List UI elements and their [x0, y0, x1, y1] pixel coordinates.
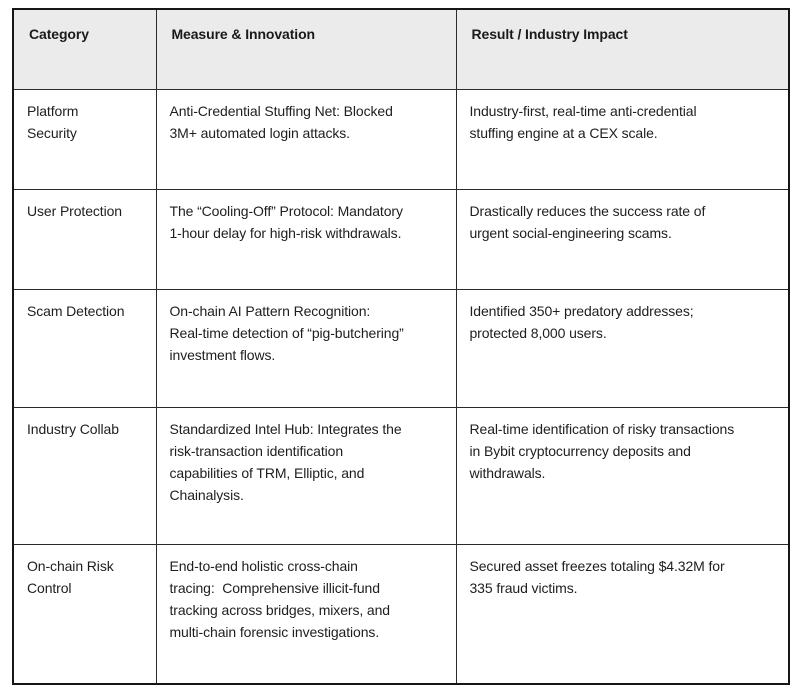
table-row: On-chain Risk Control End-to-end holisti…: [12, 543, 790, 685]
result-cell: Industry-first, real-time anti-credentia…: [455, 88, 790, 190]
measure-cell: The “Cooling-Off” Protocol: Mandatory 1-…: [155, 188, 457, 290]
category-cell: User Protection: [12, 188, 157, 290]
measure-cell: End-to-end holistic cross-chain tracing:…: [155, 543, 457, 685]
measure-column-header: Measure & Innovation: [155, 8, 457, 90]
header-row: Category Measure & Innovation Result / I…: [12, 8, 790, 90]
table-row: User Protection The “Cooling-Off” Protoc…: [12, 188, 790, 290]
result-column-header: Result / Industry Impact: [455, 8, 790, 90]
category-cell: Scam Detection: [12, 288, 157, 408]
table-row: Scam Detection On-chain AI Pattern Recog…: [12, 288, 790, 408]
measure-cell: Anti-Credential Stuffing Net: Blocked 3M…: [155, 88, 457, 190]
category-cell: Industry Collab: [12, 406, 157, 545]
measure-cell: Standardized Intel Hub: Integrates the r…: [155, 406, 457, 545]
category-column-header: Category: [12, 8, 157, 90]
measure-cell: On-chain AI Pattern Recognition: Real-ti…: [155, 288, 457, 408]
security-measures-table: Category Measure & Innovation Result / I…: [12, 8, 790, 685]
category-cell: On-chain Risk Control: [12, 543, 157, 685]
result-cell: Drastically reduces the success rate of …: [455, 188, 790, 290]
result-cell: Real-time identification of risky transa…: [455, 406, 790, 545]
table-row: Industry Collab Standardized Intel Hub: …: [12, 406, 790, 545]
category-cell: Platform Security: [12, 88, 157, 190]
table-row: Platform Security Anti-Credential Stuffi…: [12, 88, 790, 190]
result-cell: Identified 350+ predatory addresses; pro…: [455, 288, 790, 408]
result-cell: Secured asset freezes totaling $4.32M fo…: [455, 543, 790, 685]
